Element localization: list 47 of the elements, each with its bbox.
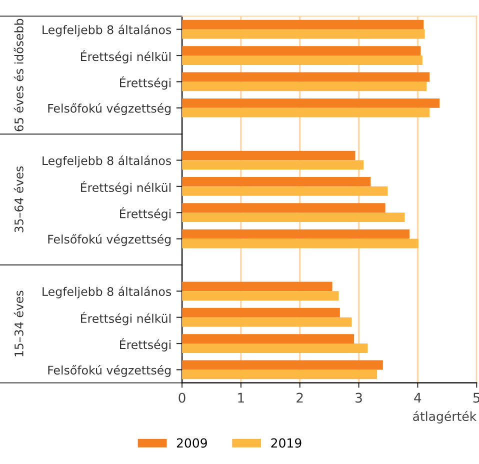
bar [182,160,364,170]
bar [182,186,388,196]
bar [182,82,427,92]
bar [182,308,340,318]
y-tick-label: Felsőfokú végzettség [48,103,171,116]
bar [182,212,405,222]
bar [182,29,425,39]
x-tick-label: 1 [238,392,244,403]
y-tick-label: Felsőfokú végzettség [48,364,171,377]
y-tick-label: Érettségi [120,207,170,221]
bar [182,282,332,292]
bar [182,370,378,380]
bar [182,98,440,108]
y-tick-label: Érettségi [120,338,170,352]
y-tick-label: Érettségi [120,76,170,90]
bar [182,150,356,160]
text: 15–34 éves [14,290,24,356]
legend-label: 2009 [176,438,207,448]
bar [182,72,430,82]
y-tick-label: Érettségi nélkül [81,180,170,194]
x-tick-label: 0 [178,392,186,403]
text: 65 éves és idősebb [14,18,24,132]
y-tick-label: Legfeljebb 8 általános [42,156,172,168]
bar [182,203,386,213]
bar [182,344,368,353]
y-tick-label: Érettségi nélkül [81,312,170,326]
bar [182,177,371,186]
y-tick-label: Legfeljebb 8 általános [42,286,172,298]
y-tick-label: Érettségi nélkül [81,50,170,64]
bar [182,291,339,301]
y-tick-label: Felsőfokú végzettség [48,234,171,246]
bar [182,360,383,370]
bar [182,108,430,118]
x-tick-label: 2 [296,392,303,403]
legend-label: 2019 [271,438,302,448]
bar [182,229,410,239]
bar [182,334,354,344]
bar [182,317,352,327]
bar [182,238,418,248]
x-tick-label: 3 [356,392,362,403]
bar [182,56,422,65]
x-axis-title: átlagérték [413,410,477,424]
bar [182,20,424,30]
text: 35–64 éves [14,166,24,232]
bar [182,46,421,56]
x-tick-label: 4 [414,392,422,403]
y-tick-label: Legfeljebb 8 általános [42,24,172,37]
